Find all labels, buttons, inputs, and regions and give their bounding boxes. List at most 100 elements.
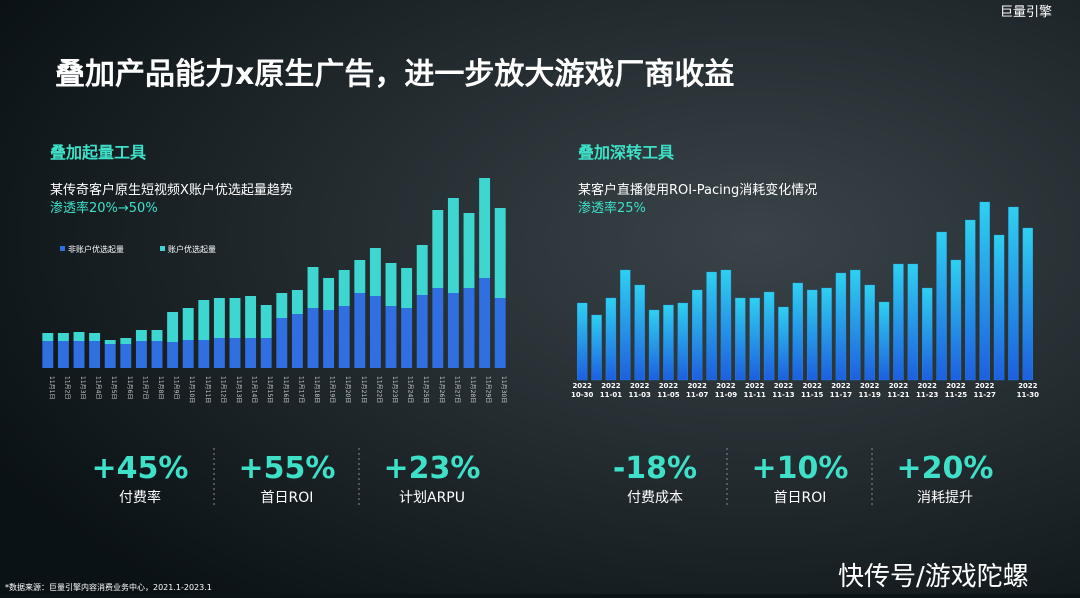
x-tick-label: 2022 11-21 — [887, 382, 910, 399]
bar — [692, 289, 703, 381]
bar-segment — [57, 333, 69, 341]
bar — [864, 284, 875, 381]
chart-subtitle: 渗透率25% — [578, 200, 646, 216]
kpi-value: +10% — [752, 451, 849, 486]
x-tick-label: 11月5日 — [110, 376, 117, 399]
bar — [591, 314, 602, 381]
bar — [648, 309, 660, 381]
x-tick-label: 11月9日 — [173, 376, 180, 399]
x-tick-label: 2022 11-27 — [973, 382, 996, 399]
bar — [634, 284, 645, 381]
bar-segment — [447, 293, 459, 368]
bar — [577, 302, 588, 381]
bar-segment — [42, 333, 54, 341]
bar-segment — [229, 338, 241, 368]
x-tick-label: 2022 11-09 — [715, 382, 738, 399]
bar — [878, 301, 890, 381]
bar — [663, 304, 674, 381]
x-tick-label: 2022 11-25 — [945, 382, 968, 399]
kpi-value: +45% — [92, 451, 189, 486]
source: *数据来源：巨量引擎内容消费业务中心，2021.1-2023.1 — [5, 582, 212, 592]
bar-segment — [73, 332, 85, 341]
bar — [735, 297, 746, 381]
bar-segment — [463, 213, 475, 288]
bar-segment — [447, 198, 459, 293]
x-tick-label: 11月16日 — [282, 376, 289, 403]
x-tick-label: 11月14日 — [251, 376, 258, 403]
x-tick-label: 11月7日 — [141, 376, 148, 399]
bar — [677, 302, 688, 381]
x-tick-label: 11月28日 — [469, 376, 476, 403]
bar-segment — [385, 263, 397, 306]
bar — [893, 263, 904, 381]
x-tick-label: 11月13日 — [235, 376, 242, 403]
legend-swatch — [160, 246, 165, 251]
bar — [993, 234, 1005, 381]
bar-segment — [369, 296, 381, 368]
x-tick-label: 11月29日 — [485, 376, 492, 403]
bar-segment — [307, 267, 319, 308]
x-tick-label: 11月25日 — [422, 376, 429, 403]
chart-title: 某传奇客户原生短视频X账户优选起量趋势 — [50, 182, 293, 198]
bar — [1008, 206, 1019, 381]
x-tick-label: 11月6日 — [126, 376, 133, 399]
bar-segment — [479, 178, 491, 278]
kpi-label: 首日ROI — [261, 490, 314, 506]
bar — [907, 263, 918, 381]
bar-segment — [479, 278, 491, 368]
bar-segment — [463, 288, 475, 368]
bar-segment — [338, 270, 350, 306]
bar-segment — [120, 344, 132, 368]
bar-segment — [276, 293, 288, 318]
x-tick-label: 11月2日 — [63, 376, 70, 399]
bar — [821, 287, 832, 381]
x-tick-label: 2022 11-01 — [600, 382, 623, 399]
chart-title: 某客户直播使用ROI-Pacing消耗变化情况 — [578, 182, 817, 198]
bar-segment — [213, 298, 225, 338]
x-tick-label: 11月23日 — [391, 376, 398, 403]
bar — [792, 282, 803, 381]
x-tick-label: 2022 10-30 — [571, 382, 594, 399]
x-tick-label: 11月10日 — [188, 376, 195, 403]
kpi-label: 付费成本 — [627, 490, 683, 506]
bar — [706, 271, 717, 381]
bar-segment — [354, 293, 366, 368]
legend-swatch — [60, 246, 65, 251]
x-tick-label: 11月18日 — [313, 376, 320, 403]
bar-segment — [182, 308, 194, 340]
x-tick-label: 2022 11-19 — [858, 382, 881, 399]
bar-segment — [494, 298, 506, 368]
x-tick-label: 11月26日 — [438, 376, 445, 403]
bar-segment — [104, 340, 116, 344]
bar-segment — [167, 312, 179, 342]
watermark: 快传号/游戏陀螺 — [838, 562, 1029, 592]
bar-segment — [369, 248, 381, 296]
bar — [720, 269, 732, 381]
bar-segment — [104, 344, 116, 368]
bar-segment — [307, 308, 319, 368]
x-tick-label: 2022 11-15 — [801, 382, 824, 399]
bar-segment — [151, 330, 163, 341]
bar-segment — [182, 340, 194, 368]
bar-segment — [260, 305, 272, 338]
bar-segment — [416, 295, 428, 368]
bar-segment — [401, 268, 413, 308]
x-tick-label: 2022 11-13 — [772, 382, 795, 399]
bar-segment — [135, 330, 147, 341]
x-tick-label: 2022 11-05 — [657, 382, 680, 399]
x-tick-label: 11月8日 — [157, 376, 164, 399]
x-tick-label: 2022 11-30 — [1017, 382, 1040, 399]
bar — [1022, 227, 1033, 381]
legend-label: 非账户优选起量 — [68, 244, 124, 254]
title: 叠加产品能力x原生广告，进一步放大游戏厂商收益 — [55, 57, 734, 92]
bar-segment — [494, 208, 506, 298]
x-tick-label: 11月22日 — [375, 376, 382, 403]
x-tick-label: 2022 11-11 — [743, 382, 766, 399]
kpi-value: +20% — [897, 451, 994, 486]
bar-segment — [89, 341, 101, 368]
x-tick-label: 11月15日 — [266, 376, 273, 403]
bar-segment — [432, 210, 444, 288]
bar — [850, 269, 861, 381]
bar — [807, 289, 818, 381]
